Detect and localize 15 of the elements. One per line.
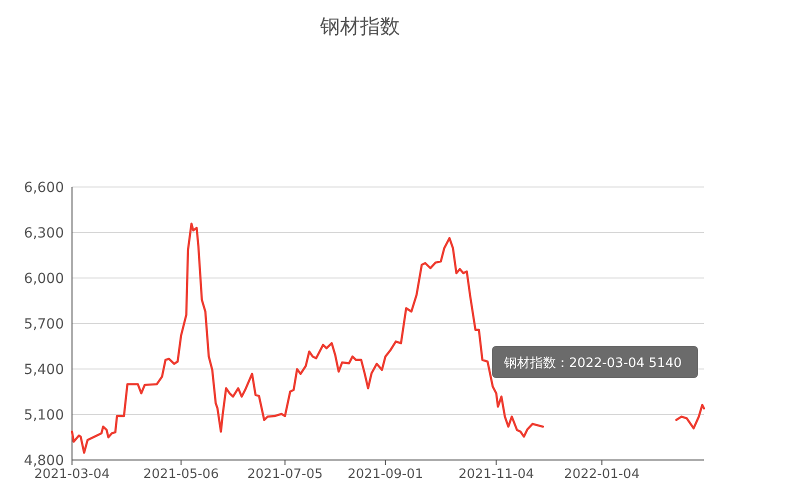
y-tick-label: 5,100 xyxy=(24,408,64,424)
y-tick-label: 6,300 xyxy=(24,226,64,242)
y-tick-label: 4,800 xyxy=(24,453,64,469)
y-tick-label: 6,000 xyxy=(24,271,64,287)
x-tick-label: 2021-07-05 xyxy=(247,467,323,482)
y-tick-label: 6,600 xyxy=(24,180,64,196)
x-tick-label: 2021-03-04 xyxy=(34,467,110,482)
annotation: 钢材指数：2022-03-04 5140 xyxy=(503,356,682,371)
x-tick-label: 2021-09-01 xyxy=(348,467,424,482)
chart-title: 钢材指数 xyxy=(319,14,400,38)
y-tick-label: 5,400 xyxy=(24,362,64,378)
x-tick-label: 2021-11-04 xyxy=(458,467,534,482)
x-tick-label: 2021-05-06 xyxy=(143,467,219,482)
x-tick-label: 2022-01-04 xyxy=(564,467,640,482)
y-tick-label: 5,700 xyxy=(24,316,64,332)
